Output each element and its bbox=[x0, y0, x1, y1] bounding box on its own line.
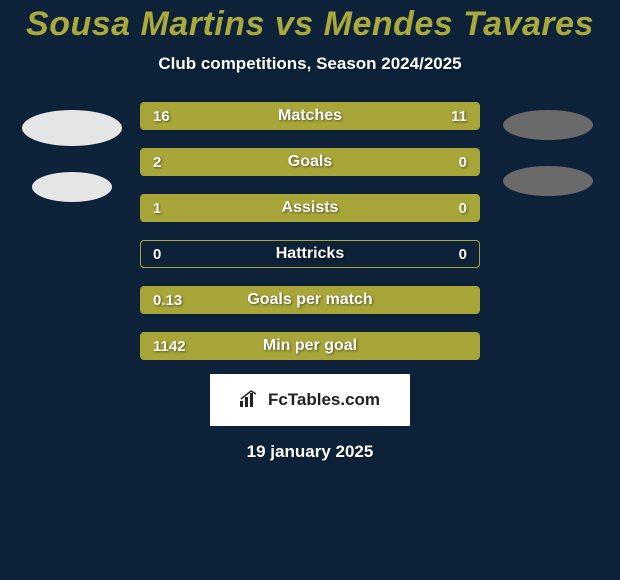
stat-bar: Goals2 0 bbox=[140, 148, 480, 176]
avatar-column-right bbox=[498, 102, 598, 196]
chart-icon bbox=[240, 389, 262, 412]
stat-value-right: 0 bbox=[459, 195, 467, 221]
stat-bar: Goals per match0.13 bbox=[140, 286, 480, 314]
stat-label: Assists bbox=[141, 195, 479, 221]
stat-bar: Hattricks0 0 bbox=[140, 240, 480, 268]
stat-label: Hattricks bbox=[141, 241, 479, 267]
date-text: 19 january 2025 bbox=[0, 442, 620, 462]
stat-label: Goals bbox=[141, 149, 479, 175]
subtitle: Club competitions, Season 2024/2025 bbox=[0, 54, 620, 74]
stat-bar: Matches16 11 bbox=[140, 102, 480, 130]
fctables-logo: FcTables.com bbox=[210, 374, 410, 426]
stat-value-left: 16 bbox=[153, 103, 170, 129]
stat-value-left: 2 bbox=[153, 149, 161, 175]
stat-label: Min per goal bbox=[141, 333, 479, 359]
player-avatar-left-1 bbox=[22, 110, 122, 146]
player-avatar-right-1 bbox=[503, 110, 593, 140]
comparison-infographic: Sousa Martins vs Mendes Tavares Club com… bbox=[0, 0, 620, 580]
stat-bar: Assists1 0 bbox=[140, 194, 480, 222]
stat-value-left: 1142 bbox=[153, 333, 186, 359]
player-avatar-left-2 bbox=[32, 172, 112, 202]
stat-label: Matches bbox=[141, 103, 479, 129]
stat-bar: Min per goal1142 bbox=[140, 332, 480, 360]
stat-value-right: 0 bbox=[459, 241, 467, 267]
logo-text: FcTables.com bbox=[268, 390, 380, 410]
stat-value-left: 0.13 bbox=[153, 287, 182, 313]
stat-label: Goals per match bbox=[141, 287, 479, 313]
stat-value-left: 0 bbox=[153, 241, 161, 267]
content-row: Matches1611Goals20Assists10Hattricks00Go… bbox=[0, 102, 620, 360]
stat-value-right: 0 bbox=[459, 149, 467, 175]
page-title: Sousa Martins vs Mendes Tavares bbox=[0, 5, 620, 44]
player-avatar-right-2 bbox=[503, 166, 593, 196]
stat-value-right: 11 bbox=[451, 103, 467, 129]
stat-value-left: 1 bbox=[153, 195, 161, 221]
avatar-column-left bbox=[22, 102, 122, 202]
stats-bars: Matches1611Goals20Assists10Hattricks00Go… bbox=[140, 102, 480, 360]
